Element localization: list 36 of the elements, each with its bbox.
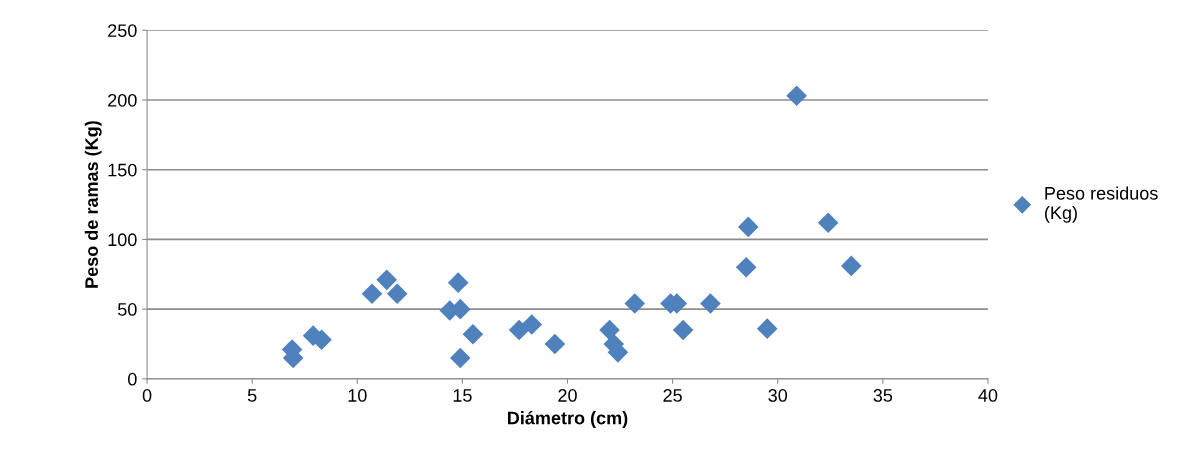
y-axis-title: Peso de ramas (Kg) <box>84 121 102 288</box>
x-tick-label: 10 <box>348 389 367 402</box>
point <box>817 212 839 233</box>
x-tick-label: 20 <box>558 389 577 402</box>
x-tick-label: 30 <box>768 389 788 402</box>
y-tick-label: 50 <box>117 303 137 316</box>
y-tick-label: 200 <box>108 93 137 107</box>
point <box>624 293 646 314</box>
point <box>841 255 862 277</box>
point <box>737 216 759 238</box>
point <box>672 319 694 341</box>
y-tick-label: 250 <box>108 24 137 38</box>
point <box>786 85 807 107</box>
x-tick-label: 15 <box>453 389 472 402</box>
y-tick-label: 0 <box>128 372 137 386</box>
point <box>735 257 757 278</box>
point <box>462 323 484 345</box>
x-tick-label: 40 <box>978 389 998 402</box>
point <box>508 319 530 341</box>
point <box>449 347 471 369</box>
x-axis-title: Diámetro (cm) <box>508 410 628 428</box>
x-tick-label: 25 <box>663 389 682 402</box>
point <box>447 272 469 293</box>
x-tick-label: 35 <box>873 389 893 402</box>
point <box>361 283 383 305</box>
point <box>700 293 721 314</box>
x-tick-label: 0 <box>142 389 152 402</box>
y-tick-label: 150 <box>108 163 137 177</box>
point <box>756 318 778 339</box>
x-tick-label: 5 <box>247 389 257 402</box>
y-tick-label: 100 <box>108 233 137 247</box>
point <box>521 314 543 335</box>
point <box>544 333 566 355</box>
point <box>386 283 408 305</box>
legend-label: Peso residuos (Kg) <box>1045 186 1158 223</box>
point <box>376 269 398 291</box>
